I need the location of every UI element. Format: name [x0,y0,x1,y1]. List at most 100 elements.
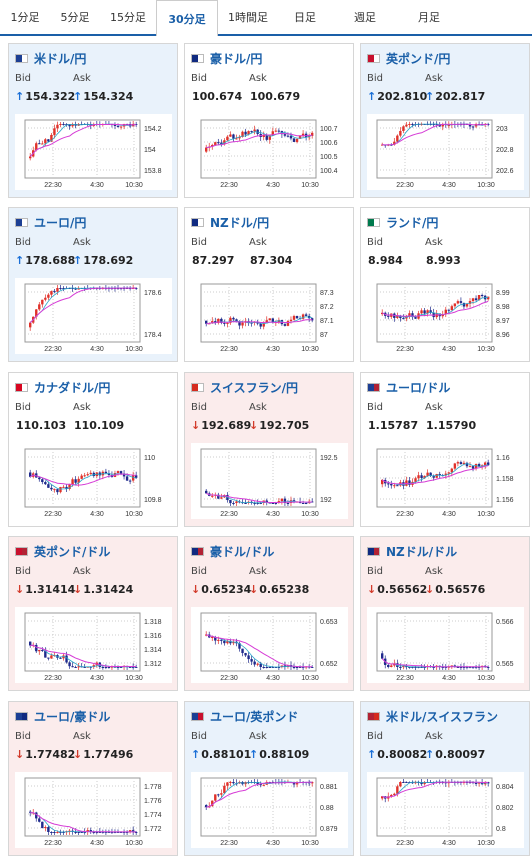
currency-flag-icon [367,382,380,392]
ma-long-line [381,658,489,668]
card-title[interactable]: ランド/円 [367,215,439,230]
x-tick-label: 10:30 [125,346,143,353]
currency-pair[interactable]: 豪ドル/円 [210,51,263,66]
candlestick-chart[interactable]: 1.318 1.316 1.314 1.312 22:30 4:30 10:30 [15,607,172,683]
tab-weekly[interactable]: 週足 [354,11,376,24]
candle-body [226,782,229,786]
currency-pair[interactable]: NZドル/ドル [386,544,458,559]
currency-pair[interactable]: ユーロ/英ポンド [210,709,299,724]
currency-pair[interactable]: 米ドル/スイスフラン [386,709,499,724]
candlestick-chart[interactable]: 203 202.8 202.6 22:30 4:30 10:30 [367,114,524,190]
rate-card[interactable]: カナダドル/円 Bid Ask 110.103 110.109 110 109.8 22:30… [8,372,178,527]
ask-value: ↑0.88109 [249,748,309,761]
candle-body [468,301,472,304]
rate-card[interactable]: ユーロ/豪ドル Bid Ask ↓1.77482 ↓1.77496 1.778 1.776 1… [8,701,178,856]
rate-card[interactable]: 英ポンド/ドル Bid Ask ↓1.31414 ↓1.31424 1.318 1.316 1… [8,536,178,691]
currency-flag-icon [15,711,28,721]
candle-body [74,479,77,483]
currency-pair[interactable]: ユーロ/円 [34,215,87,230]
candle-body [435,473,438,478]
rate-card[interactable]: 豪ドル/ドル Bid Ask ↓0.65234 ↓0.65238 0.653 0.652 22… [184,536,354,691]
currency-pair[interactable]: カナダドル/円 [34,380,111,395]
card-title[interactable]: ユーロ/豪ドル [15,709,111,724]
tab-15min[interactable]: 15分足 [110,11,146,24]
card-title[interactable]: 米ドル/円 [15,51,87,66]
card-title[interactable]: 豪ドル/円 [191,51,263,66]
card-title[interactable]: ユーロ/円 [15,215,87,230]
y-tick-label: 0.88 [320,805,334,812]
candlestick-chart[interactable]: 0.653 0.652 22:30 4:30 10:30 [191,607,348,683]
rate-card[interactable]: ランド/円 Bid Ask 8.984 8.993 8.99 8.98 8.97 8.96 22:… [360,207,530,362]
currency-pair[interactable]: ユーロ/ドル [386,380,451,395]
candlestick-chart[interactable]: 1.778 1.776 1.774 1.772 22:30 4:30 10:30 [15,772,172,848]
card-title[interactable]: NZドル/ドル [367,544,458,559]
card-title[interactable]: 豪ドル/ドル [191,544,275,559]
bid-value: ↑154.322 [15,90,75,103]
currency-pair[interactable]: ユーロ/豪ドル [34,709,111,724]
rate-card[interactable]: 米ドル/スイスフラン Bid Ask ↑0.80082 ↑0.80097 0.804 0.8… [360,701,530,856]
candle-body [53,128,56,135]
candlestick-chart[interactable]: 100.7 100.6 100.5 100.4 22:30 4:30 10:30 [191,114,348,190]
currency-pair[interactable]: 米ドル/円 [34,51,87,66]
candlestick-chart[interactable]: 0.804 0.802 0.8 22:30 4:30 10:30 [367,772,524,848]
tab-30min[interactable]: 30分足 [156,0,218,36]
x-tick-label: 4:30 [442,840,456,847]
tab-daily[interactable]: 日足 [294,11,316,24]
ma-long-line [30,644,137,668]
bid-value: ↓0.65234 [191,583,251,596]
currency-pair[interactable]: 豪ドル/ドル [210,544,275,559]
rate-card[interactable]: ユーロ/ドル Bid Ask 1.15787 1.15790 1.16 1.158 1.156… [360,372,530,527]
card-title[interactable]: ユーロ/ドル [367,380,451,395]
rate-card[interactable]: 英ポンド/円 Bid Ask ↑202.810 ↑202.817 203 202.8 202.… [360,43,530,198]
currency-pair[interactable]: 英ポンド/円 [386,51,451,66]
rate-card[interactable]: 豪ドル/円 Bid Ask 100.674 100.679 100.7 100.6 100.5… [184,43,354,198]
candlestick-chart[interactable]: 0.566 0.565 22:30 4:30 10:30 [367,607,524,683]
rate-card[interactable]: NZドル/ドル Bid Ask ↓0.56562 ↓0.56576 0.566 0.565 2… [360,536,530,691]
rate-card[interactable]: ユーロ/英ポンド Bid Ask ↑0.88101 ↑0.88109 0.881 0.88 0… [184,701,354,856]
tab-5min[interactable]: 5分足 [60,11,90,24]
candlestick-chart[interactable]: 192.5 192 22:30 4:30 10:30 [191,443,348,519]
candle-body [390,484,393,486]
candle-body [283,134,287,136]
card-title[interactable]: NZドル/円 [191,215,270,230]
tab-1hour[interactable]: 1時間足 [228,11,268,24]
rate-card[interactable]: ユーロ/円 Bid Ask ↑178.688 ↑178.692 178.6 178.4 22:… [8,207,178,362]
card-title[interactable]: ユーロ/英ポンド [191,709,299,724]
currency-flag-icon [15,382,28,392]
candlestick-chart[interactable]: 87.3 87.2 87.1 87 22:30 4:30 10:30 [191,278,348,354]
candle-body [47,827,50,832]
tab-monthly[interactable]: 月足 [418,11,440,24]
currency-pair[interactable]: NZドル/円 [210,215,270,230]
candlestick-chart[interactable]: 178.6 178.4 22:30 4:30 10:30 [15,278,172,354]
rate-card[interactable]: スイスフラン/円 Bid Ask ↓192.689 ↓192.705 192.5 192 22… [184,372,354,527]
candlestick-chart[interactable]: 8.99 8.98 8.97 8.96 22:30 4:30 10:30 [367,278,524,354]
rate-card[interactable]: 米ドル/円 Bid Ask ↑154.322 ↑154.324 154.2 154 153.8… [8,43,178,198]
candlestick-chart[interactable]: 0.881 0.88 0.879 22:30 4:30 10:30 [191,772,348,848]
currency-pair[interactable]: スイスフラン/円 [210,380,299,395]
candle-body [480,294,484,296]
card-title[interactable]: 英ポンド/ドル [15,544,111,559]
candlestick-chart[interactable]: 1.16 1.158 1.156 22:30 4:30 10:30 [367,443,524,519]
card-title[interactable]: 米ドル/スイスフラン [367,709,499,724]
card-title[interactable]: カナダドル/円 [15,380,111,395]
y-tick-label: 0.802 [496,805,514,812]
ask-label: Ask [249,237,267,248]
y-tick-label: 1.772 [144,826,162,833]
card-title[interactable]: 英ポンド/円 [367,51,451,66]
candle-body [289,135,293,139]
card-title[interactable]: スイスフラン/円 [191,380,299,395]
currency-pair[interactable]: 英ポンド/ドル [34,544,111,559]
ask-label: Ask [73,73,91,84]
chart-svg: 87.3 87.2 87.1 87 22:30 4:30 10:30 [200,283,334,353]
tab-1min[interactable]: 1分足 [10,11,40,24]
candlestick-chart[interactable]: 154.2 154 153.8 22:30 4:30 10:30 [15,114,172,190]
candle-body [38,649,41,652]
ask-price: 8.993 [426,254,461,267]
rate-card[interactable]: NZドル/円 Bid Ask 87.297 87.304 87.3 87.2 87.1 87 22… [184,207,354,362]
candle-body [298,135,302,139]
candlestick-chart[interactable]: 110 109.8 22:30 4:30 10:30 [15,443,172,519]
y-tick-label: 1.156 [496,497,514,504]
ask-arrow-icon: ↑ [73,90,83,103]
currency-pair[interactable]: ランド/円 [386,215,439,230]
candle-body [244,653,247,656]
